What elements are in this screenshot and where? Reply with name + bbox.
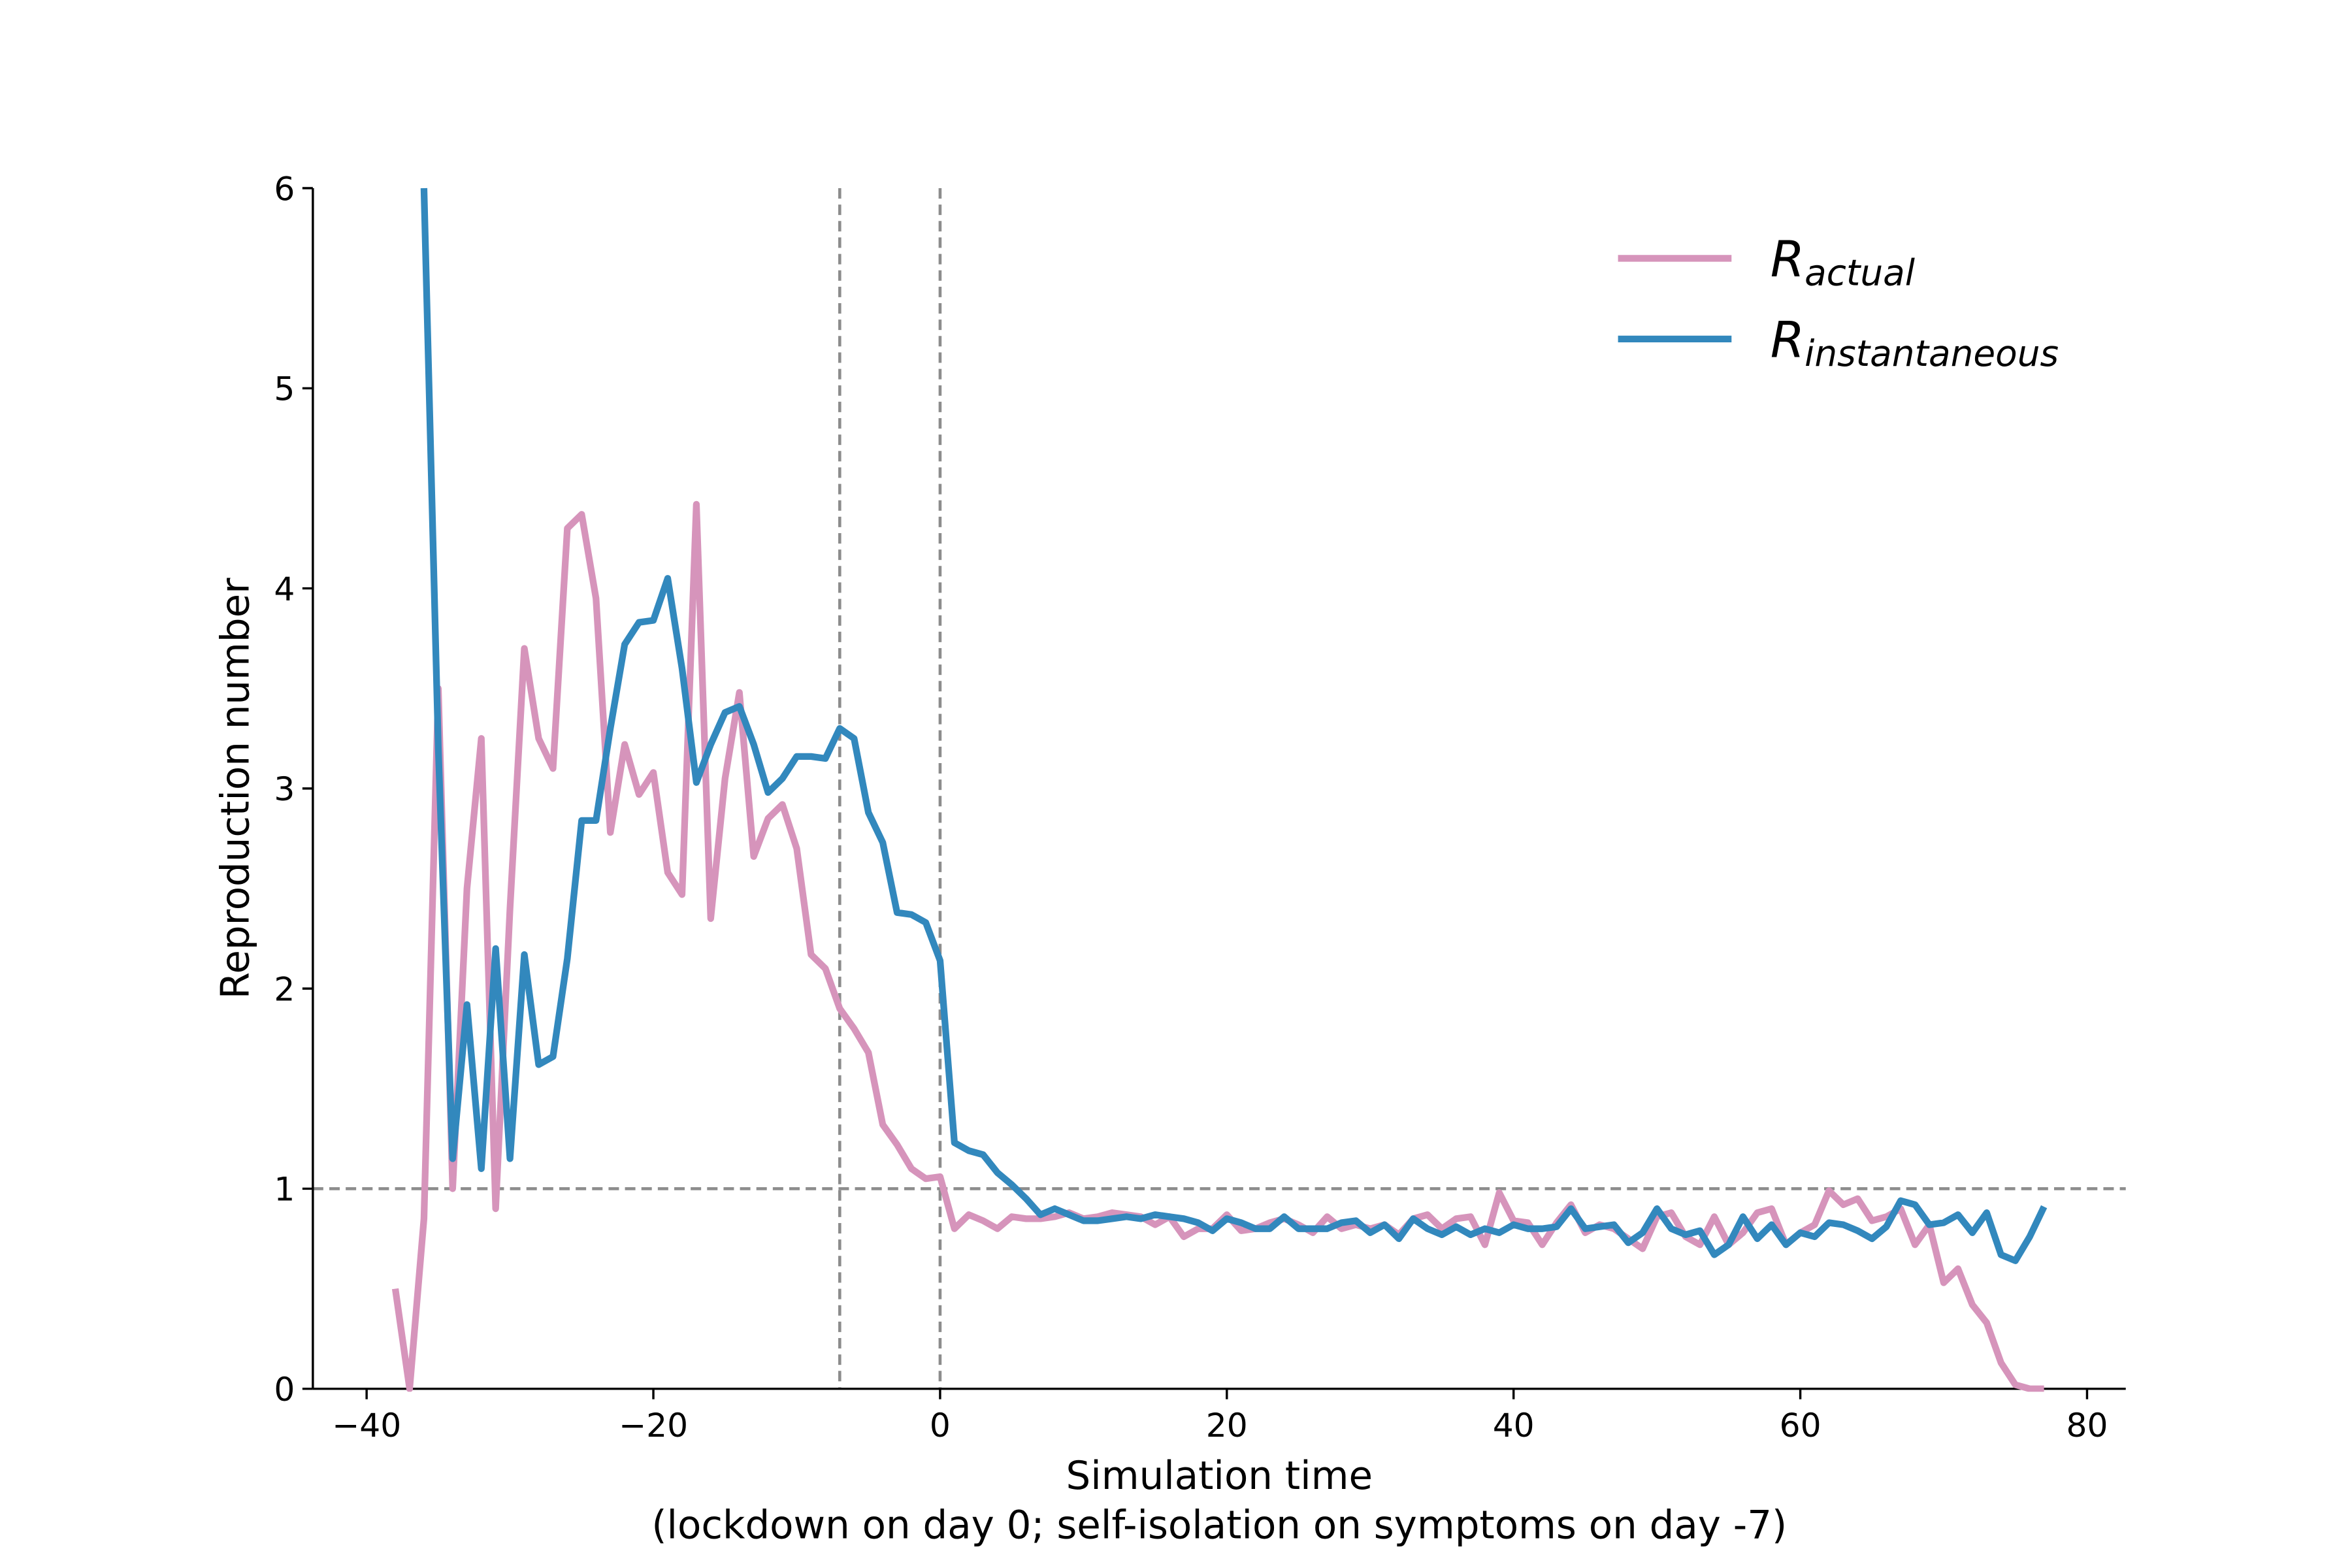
y-tick-label: 0 (274, 1370, 295, 1409)
legend-symbol: R (1771, 231, 1805, 288)
x-tick-label: 40 (1493, 1406, 1535, 1445)
legend-subscript: actual (1805, 252, 1915, 294)
y-tick-label: 2 (274, 970, 295, 1008)
x-tick-label: −20 (619, 1406, 688, 1445)
x-axis-subtitle: (lockdown on day 0; self-isolation on sy… (651, 1503, 1787, 1548)
series-line (420, 188, 2048, 1264)
background (20, 0, 2332, 1568)
x-tick-label: 60 (1780, 1406, 1821, 1445)
y-tick-label: 4 (274, 570, 295, 608)
y-tick-label: 1 (274, 1170, 295, 1209)
legend-label: Ractual (1771, 231, 1915, 294)
legend-label: Rinstantaneous (1771, 311, 2059, 374)
x-tick-label: 20 (1206, 1406, 1248, 1445)
legend-symbol: R (1771, 311, 1805, 368)
x-tick-label: −40 (332, 1406, 401, 1445)
x-axis-label: Simulation time (1066, 1454, 1373, 1499)
x-tick-label: 0 (930, 1406, 951, 1445)
y-tick-label: 5 (274, 370, 295, 408)
legend-subscript: instantaneous (1805, 333, 2059, 374)
y-tick-label: 6 (274, 169, 295, 208)
x-tick-label: 80 (2066, 1406, 2108, 1445)
y-axis-label: Reproduction number (214, 578, 259, 999)
y-tick-label: 3 (274, 770, 295, 808)
